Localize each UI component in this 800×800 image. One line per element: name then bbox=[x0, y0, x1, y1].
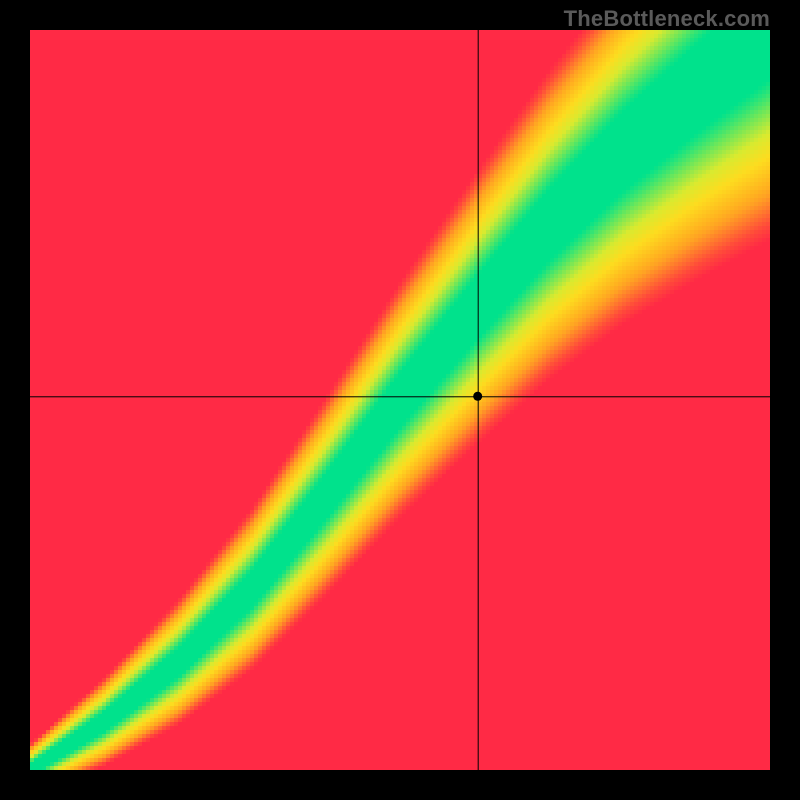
chart-container: TheBottleneck.com bbox=[0, 0, 800, 800]
watermark-text: TheBottleneck.com bbox=[564, 6, 770, 32]
bottleneck-heatmap bbox=[30, 30, 770, 770]
